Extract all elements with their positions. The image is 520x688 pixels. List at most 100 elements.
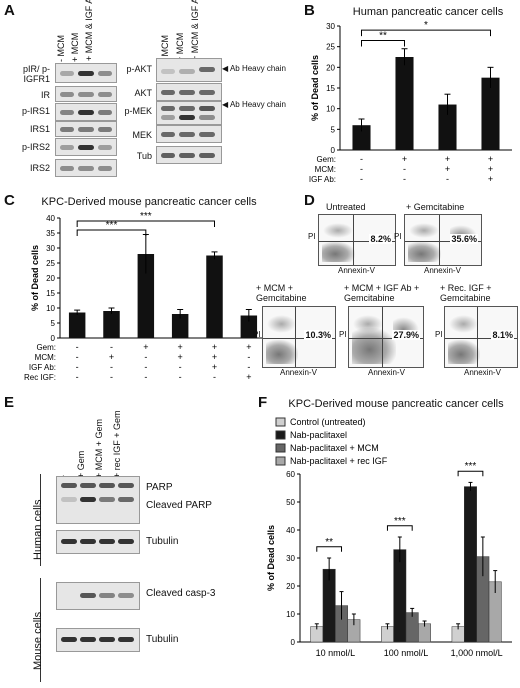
blot-row-label: p-IRS2 (21, 142, 50, 152)
blot-row-label: p-MEK (124, 106, 152, 116)
significance-bracket (316, 546, 343, 552)
significance-bracket (361, 29, 491, 37)
significance-label: *** (394, 516, 406, 527)
y-tick-label: 5 (51, 319, 56, 328)
lane-label: + MCM (70, 32, 80, 62)
panel-label-c: C (4, 192, 15, 209)
significance-label: *** (465, 461, 477, 472)
condition-label: Rec IGF: (24, 373, 56, 382)
legend-swatch (275, 430, 286, 440)
condition-sign: - (360, 154, 363, 164)
chart-f: 0 10 20 30 40 50 60 % of Dead cells 10 nmol/L ** 1… (266, 417, 512, 658)
y-tick-label: 35 (46, 229, 55, 238)
legend-label: Control (untreated) (290, 417, 366, 427)
blot-strip (55, 103, 117, 121)
blot-strip (55, 63, 117, 83)
facs-plot: 8.1% (444, 306, 518, 368)
facs-title: + MCM + Gemcitabine (256, 283, 307, 303)
facs-plot: 8.2% (318, 214, 396, 266)
bar (395, 57, 414, 150)
y-axis-label: % of Dead cells (266, 525, 276, 591)
blot-strip (56, 530, 140, 554)
condition-sign: - (403, 174, 406, 184)
legend-label: Nab-paclitaxel + MCM (290, 443, 379, 453)
bar (171, 314, 189, 338)
panel-label-d: D (304, 192, 315, 209)
y-tick-label: 30 (286, 554, 295, 563)
y-tick-label: 0 (51, 334, 56, 343)
facs-y-label: PI (253, 330, 261, 339)
blot-row-label: Cleaved PARP (146, 500, 212, 511)
facs-y-label: PI (308, 232, 316, 241)
y-tick-label: 30 (326, 22, 335, 31)
panel-label-b: B (304, 2, 315, 19)
significance-bracket (457, 470, 484, 477)
facs-percent: 10.3% (304, 329, 332, 340)
y-tick-label: 40 (46, 214, 55, 223)
bar (481, 77, 500, 150)
condition-sign: - (76, 362, 79, 372)
panel-label-f: F (258, 394, 268, 411)
facs-percent: 27.9% (392, 329, 420, 340)
condition-sign: + (246, 372, 251, 382)
bar (68, 312, 86, 338)
y-tick-label: 25 (326, 43, 335, 52)
lane-label: + Gem (76, 450, 86, 478)
condition-sign: - (144, 362, 147, 372)
facs-x-label: Annexin-V (464, 368, 501, 377)
group-divider (40, 474, 41, 566)
condition-sign: + (246, 342, 251, 352)
facs-y-label: PI (394, 232, 402, 241)
blot-strip (56, 628, 140, 652)
significance-bracket (386, 525, 413, 531)
condition-label: Gem: (316, 155, 336, 164)
condition-sign: - (403, 164, 406, 174)
condition-sign: + (445, 164, 450, 174)
significance-bracket (76, 229, 147, 236)
condition-sign: + (212, 352, 217, 362)
condition-sign: + (212, 362, 217, 372)
chart-b-title: Human pancreatic cancer cells (352, 6, 504, 18)
condition-sign: - (76, 372, 79, 382)
significance-label: * (424, 20, 428, 31)
condition-sign: - (247, 352, 250, 362)
condition-sign: - (247, 362, 250, 372)
significance-bracket (76, 220, 215, 227)
condition-sign: + (488, 174, 493, 184)
bar (206, 255, 223, 338)
y-tick-label: 25 (46, 259, 55, 268)
blot-row-label: p-AKT (126, 64, 152, 74)
facs-x-label: Annexin-V (424, 266, 461, 275)
blot-row-label: MEK (132, 130, 152, 140)
blot-strip (156, 83, 222, 101)
significance-label: *** (140, 212, 152, 222)
panel-label-e: E (4, 394, 15, 411)
condition-sign: - (360, 164, 363, 174)
facs-title: + MCM + IGF Ab + Gemcitabine (344, 283, 420, 303)
condition-sign: + (445, 154, 450, 164)
bar (464, 486, 477, 643)
condition-sign: + (178, 352, 183, 362)
group-label-mouse: Mouse cells (32, 611, 44, 670)
facs-plot: 35.6% (404, 214, 482, 266)
blot-strip (55, 121, 117, 137)
blot-row-label: IRS2 (29, 163, 50, 173)
y-tick-label: 20 (286, 582, 295, 591)
blot-row-label: IR (41, 90, 50, 100)
condition-sign: + (402, 154, 407, 164)
lane-label: + rec IGF + Gem (112, 410, 122, 478)
condition-sign: + (212, 342, 217, 352)
x-tick-label: 100 nmol/L (384, 648, 429, 658)
facs-y-label: PI (435, 330, 443, 339)
condition-sign: - (360, 174, 363, 184)
condition-label: MCM: (315, 165, 336, 174)
blot-row-label: pIR/ p-IGFR1 (22, 64, 50, 84)
bar (137, 254, 155, 338)
y-axis-label: % of Dead cells (310, 55, 320, 121)
y-axis-label: % of Dead cells (30, 245, 40, 311)
y-tick-label: 40 (286, 526, 295, 535)
condition-sign: + (488, 154, 493, 164)
blot-strip (55, 138, 117, 156)
blot-strip (56, 582, 140, 610)
